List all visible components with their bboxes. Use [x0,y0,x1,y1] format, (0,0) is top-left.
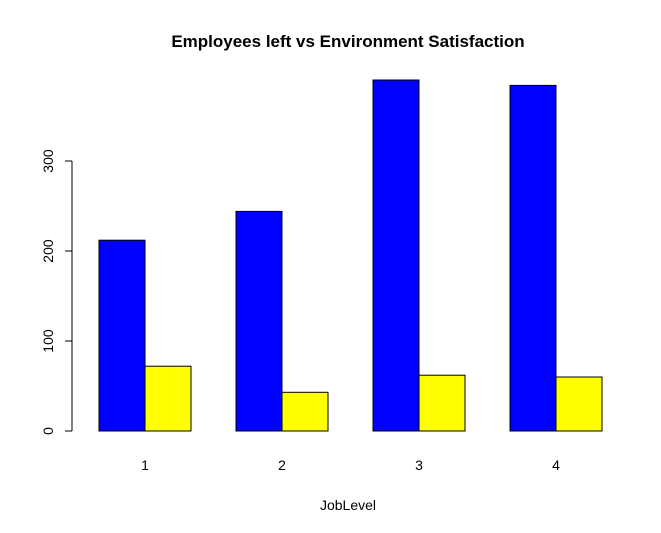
bar-4-1 [509,84,557,432]
bar-2-2 [281,391,329,432]
x-tick-label: 4 [552,457,560,473]
bar-2-1 [235,210,283,432]
chart-title: Employees left vs Environment Satisfacti… [171,32,524,51]
bar-4-2 [555,376,603,432]
x-tick-label: 3 [415,457,423,473]
bars-group [98,79,603,432]
bar-1-1 [98,239,146,432]
y-axis: 0 100 200 300 [40,149,73,435]
bar-3-1 [372,79,420,432]
x-axis-label: JobLevel [320,497,376,513]
y-tick-label: 200 [40,239,56,263]
y-tick-label: 0 [40,427,56,435]
y-tick-label: 300 [40,149,56,173]
bar-3-2 [418,374,466,432]
x-tick-label: 2 [278,457,286,473]
y-tick-label: 100 [40,329,56,353]
x-tick-labels: 1 2 3 4 [141,457,560,473]
bar-1-2 [144,365,192,432]
x-tick-label: 1 [141,457,149,473]
